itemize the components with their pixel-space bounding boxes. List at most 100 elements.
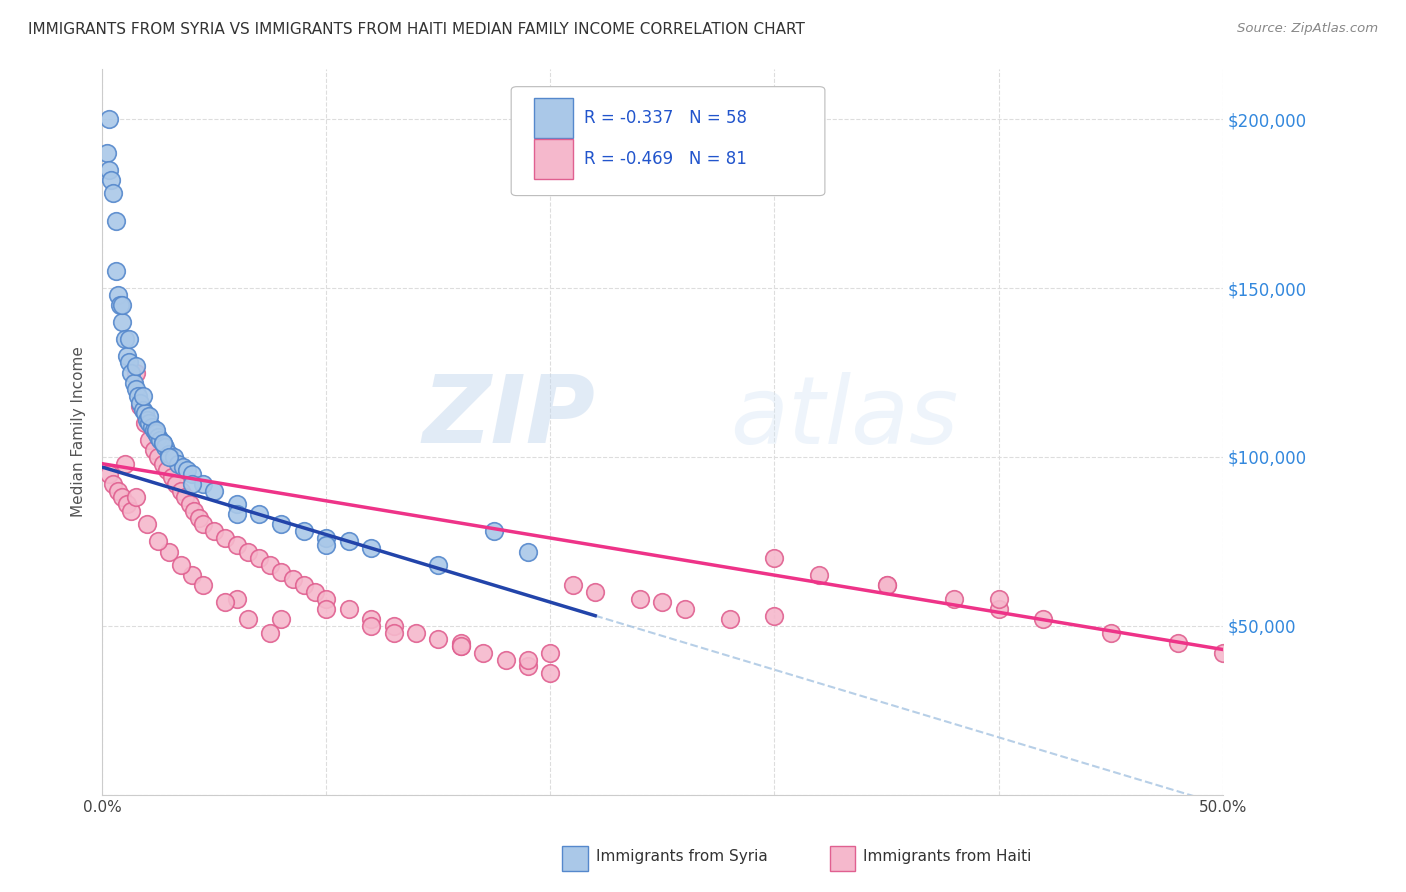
Point xyxy=(942,591,965,606)
Point xyxy=(1167,636,1189,650)
Point xyxy=(1099,625,1122,640)
Point xyxy=(107,288,129,302)
Point xyxy=(120,504,142,518)
Point xyxy=(180,477,202,491)
Point xyxy=(538,646,561,660)
Point xyxy=(125,383,148,397)
Point xyxy=(125,359,148,373)
Point xyxy=(225,538,247,552)
Point xyxy=(427,632,450,647)
Point xyxy=(517,659,540,673)
Point xyxy=(103,477,125,491)
Point xyxy=(337,602,360,616)
Point xyxy=(315,538,337,552)
Point xyxy=(583,585,606,599)
Point xyxy=(427,558,450,572)
Point xyxy=(97,112,120,127)
Point xyxy=(202,483,225,498)
Point xyxy=(247,551,270,566)
Point xyxy=(270,517,292,532)
Point xyxy=(169,483,191,498)
Point xyxy=(315,602,337,616)
Point xyxy=(304,585,326,599)
Text: IMMIGRANTS FROM SYRIA VS IMMIGRANTS FROM HAITI MEDIAN FAMILY INCOME CORRELATION : IMMIGRANTS FROM SYRIA VS IMMIGRANTS FROM… xyxy=(28,22,806,37)
Point xyxy=(138,409,160,424)
Point xyxy=(111,491,134,505)
Point xyxy=(176,463,198,477)
Point xyxy=(153,440,176,454)
Point xyxy=(1212,646,1234,660)
Point xyxy=(122,376,145,390)
Point xyxy=(134,406,156,420)
Point xyxy=(163,450,186,464)
Point xyxy=(876,578,898,592)
Point xyxy=(104,264,127,278)
Point xyxy=(100,173,122,187)
Point xyxy=(152,436,174,450)
Point xyxy=(111,298,134,312)
Point xyxy=(159,544,181,558)
Point xyxy=(142,443,165,458)
Point xyxy=(103,186,125,201)
Point xyxy=(156,463,179,477)
Point xyxy=(96,145,118,160)
Point xyxy=(118,332,141,346)
Point xyxy=(160,470,183,484)
Point xyxy=(165,477,187,491)
Point xyxy=(115,497,138,511)
Point xyxy=(450,636,472,650)
Point xyxy=(247,508,270,522)
Point xyxy=(180,467,202,481)
Point xyxy=(360,541,382,556)
Text: R = -0.469   N = 81: R = -0.469 N = 81 xyxy=(583,150,747,169)
Point xyxy=(360,619,382,633)
Point xyxy=(187,510,209,524)
Point xyxy=(107,483,129,498)
Point xyxy=(97,467,120,481)
Point xyxy=(225,497,247,511)
Point xyxy=(808,568,831,582)
Point xyxy=(763,551,786,566)
Point xyxy=(517,544,540,558)
Point xyxy=(236,544,259,558)
Point xyxy=(148,430,170,444)
Point xyxy=(270,565,292,579)
Point xyxy=(141,419,163,434)
Point xyxy=(167,457,190,471)
Point xyxy=(202,524,225,539)
Point xyxy=(270,612,292,626)
FancyBboxPatch shape xyxy=(534,139,572,179)
Point xyxy=(125,366,148,380)
Point xyxy=(125,491,148,505)
Point xyxy=(191,578,214,592)
Point xyxy=(191,517,214,532)
Point xyxy=(118,355,141,369)
Point xyxy=(382,625,405,640)
Point xyxy=(225,591,247,606)
Point xyxy=(236,612,259,626)
Point xyxy=(136,517,159,532)
Point xyxy=(337,534,360,549)
Point xyxy=(159,446,181,460)
Point xyxy=(673,602,696,616)
Text: Immigrants from Syria: Immigrants from Syria xyxy=(596,849,768,863)
Point xyxy=(987,591,1010,606)
Point xyxy=(108,298,131,312)
Point xyxy=(450,639,472,653)
Point xyxy=(129,396,152,410)
Point xyxy=(495,652,517,666)
Point xyxy=(281,572,304,586)
Point xyxy=(134,416,156,430)
Point xyxy=(127,389,149,403)
Text: Source: ZipAtlas.com: Source: ZipAtlas.com xyxy=(1237,22,1378,36)
Point xyxy=(382,619,405,633)
Point xyxy=(120,366,142,380)
Point xyxy=(1032,612,1054,626)
Point xyxy=(152,457,174,471)
Point xyxy=(259,558,281,572)
Point xyxy=(517,652,540,666)
Point xyxy=(131,389,153,403)
FancyBboxPatch shape xyxy=(512,87,825,195)
Point xyxy=(114,332,136,346)
Point xyxy=(651,595,673,609)
